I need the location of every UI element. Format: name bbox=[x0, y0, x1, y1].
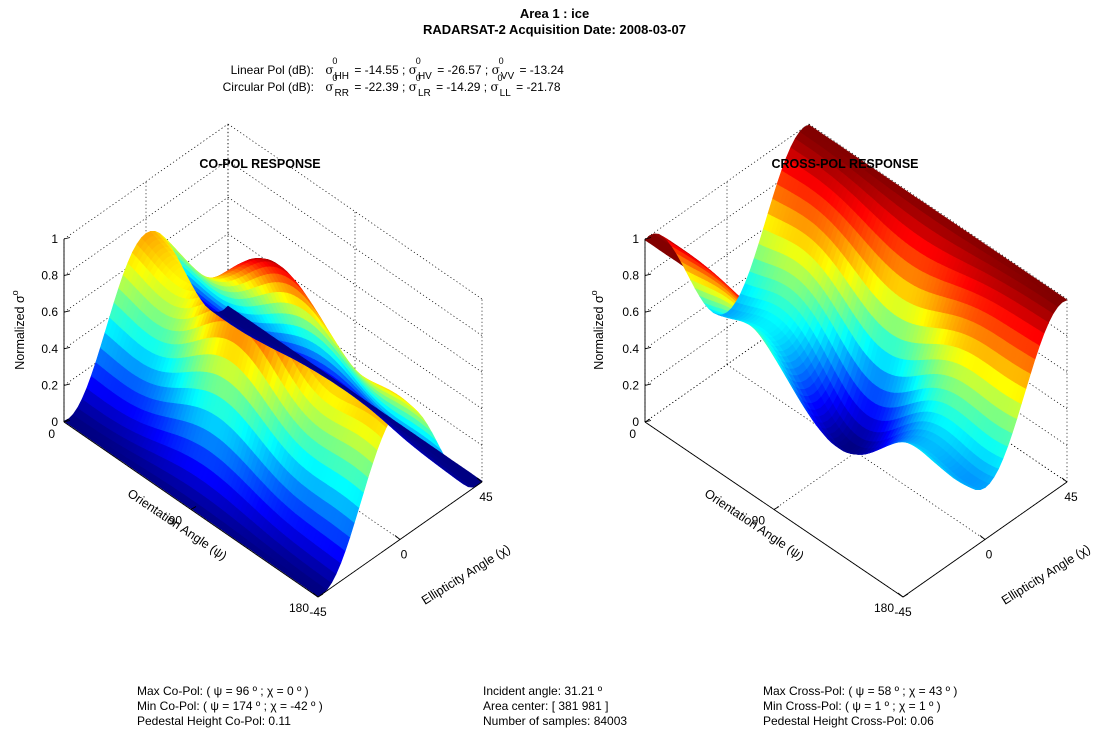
max-cross-pol: Max Cross-Pol: ( ψ = 58 º ; χ = 43 º ) bbox=[763, 684, 958, 698]
min-cross-pol: Min Cross-Pol: ( ψ = 1 º ; χ = 1 º ) bbox=[763, 699, 941, 713]
cross-pol-plot-x-tick: 180 bbox=[874, 601, 894, 615]
co-pol-plot-z-tick: 0.2 bbox=[41, 378, 58, 392]
co-pol-plot-z-tick: 0 bbox=[51, 415, 58, 429]
co-pol-plot-z-tick: 1 bbox=[51, 232, 58, 246]
cross-pol-plot: 0 0.2 0.4 0.6 0.8 1 0 90 180 -45 0 45 CROSS-POL RESP… bbox=[589, 123, 1093, 619]
linear-hv-sub: HV bbox=[417, 71, 432, 82]
circular-ll-value: = -21.78 bbox=[516, 80, 561, 94]
circular-ll-sub: LL bbox=[499, 88, 511, 99]
co-pol-plot-x-tick: 0 bbox=[48, 427, 55, 441]
cross-pol-plot-z-tick: 0.2 bbox=[622, 378, 639, 392]
min-co-pol: Min Co-Pol: ( ψ = 174 º ; χ = -42 º ) bbox=[137, 699, 323, 713]
co-pol-plot-z-label: Normalized σo bbox=[10, 290, 27, 369]
cross-pol-plot-x-tick: 90 bbox=[752, 514, 766, 528]
circular-pol-row: Circular Pol (dB): σ 0 RR = -22.39 ; σ 0 LR … bbox=[188, 73, 561, 99]
incident-angle: Incident angle: 31.21 º bbox=[483, 684, 603, 698]
circular-lr-sub: LR bbox=[417, 88, 431, 99]
co-pol-plot-y-tick: 0 bbox=[401, 548, 408, 562]
co-pol-plot-x-tick: 180 bbox=[289, 601, 309, 615]
cross-pol-plot-y-label: Ellipticity Angle (χ) bbox=[999, 542, 1093, 608]
cross-pol-plot-z-tick: 0 bbox=[632, 415, 639, 429]
co-pol-plot-surface bbox=[63, 230, 483, 597]
circular-pol-label: Circular Pol (dB): bbox=[222, 80, 314, 94]
cross-pol-plot-z-tick: 1 bbox=[632, 232, 639, 246]
cross-pol-plot-y-tick: 0 bbox=[986, 548, 993, 562]
co-pol-plot-z-tick: 0.4 bbox=[41, 342, 58, 356]
linear-hv-value: = -26.57 ; bbox=[437, 63, 489, 77]
co-pol-plot-y-tick: 45 bbox=[479, 490, 493, 504]
pedestal-co-pol: Pedestal Height Co-Pol: 0.11 bbox=[137, 714, 291, 728]
co-pol-plot-y-tick: -45 bbox=[309, 605, 327, 619]
co-pol-stats: Max Co-Pol: ( ψ = 96 º ; χ = 0 º ) Min C… bbox=[137, 684, 323, 729]
circular-rr-value: = -22.39 ; bbox=[354, 80, 406, 94]
co-pol-plot: 0 0.2 0.4 0.6 0.8 1 0 90 180 -45 0 45 CO-POL RESPONS… bbox=[10, 123, 513, 619]
number-of-samples: Number of samples: 84003 bbox=[483, 714, 628, 728]
cross-pol-plot-z-label: Normalized σo bbox=[589, 290, 606, 369]
linear-vv-sub: VV bbox=[500, 71, 515, 82]
co-pol-plot-x-tick: 90 bbox=[169, 514, 183, 528]
acquisition-stats: Incident angle: 31.21 º Area center: [ 3… bbox=[483, 684, 627, 729]
co-pol-plot-z-tick: 0.8 bbox=[41, 269, 58, 283]
cross-pol-plot-title: CROSS-POL RESPONSE bbox=[771, 157, 918, 171]
figure-title-line2: RADARSAT-2 Acquisition Date: 2008-03-07 bbox=[423, 22, 686, 37]
circular-rr-sub: RR bbox=[334, 88, 349, 99]
linear-hh-sub: HH bbox=[334, 71, 349, 82]
linear-pol-row: Linear Pol (dB): σ 0 HH = -14.55 ; σ 0 HV = … bbox=[188, 56, 564, 82]
figure-title-line1: Area 1 : ice bbox=[519, 6, 590, 21]
co-pol-plot-y-label: Ellipticity Angle (χ) bbox=[419, 542, 513, 608]
cross-pol-plot-x-tick: 0 bbox=[629, 427, 636, 441]
cross-pol-plot-surface bbox=[644, 124, 1068, 491]
pedestal-cross-pol: Pedestal Height Cross-Pol: 0.06 bbox=[763, 714, 934, 728]
circular-lr-value: = -14.29 ; bbox=[436, 80, 488, 94]
cross-pol-stats: Max Cross-Pol: ( ψ = 58 º ; χ = 43 º ) M… bbox=[763, 684, 957, 729]
co-pol-plot-z-tick: 0.6 bbox=[41, 305, 58, 319]
cross-pol-plot-z-tick: 0.4 bbox=[622, 342, 639, 356]
cross-pol-plot-y-tick: 45 bbox=[1064, 490, 1078, 504]
cross-pol-plot-y-tick: -45 bbox=[894, 605, 912, 619]
linear-hh-value: = -14.55 ; bbox=[354, 63, 406, 77]
cross-pol-plot-x-label: Orientation Angle (ψ) bbox=[702, 486, 807, 563]
area-center: Area center: [ 381 981 ] bbox=[483, 699, 609, 713]
linear-pol-label: Linear Pol (dB): bbox=[230, 63, 314, 77]
cross-pol-plot-z-tick: 0.8 bbox=[622, 269, 639, 283]
cross-pol-plot-z-tick: 0.6 bbox=[622, 305, 639, 319]
linear-vv-value: = -13.24 bbox=[519, 63, 564, 77]
co-pol-plot-title: CO-POL RESPONSE bbox=[199, 157, 320, 171]
max-co-pol: Max Co-Pol: ( ψ = 96 º ; χ = 0 º ) bbox=[137, 684, 309, 698]
